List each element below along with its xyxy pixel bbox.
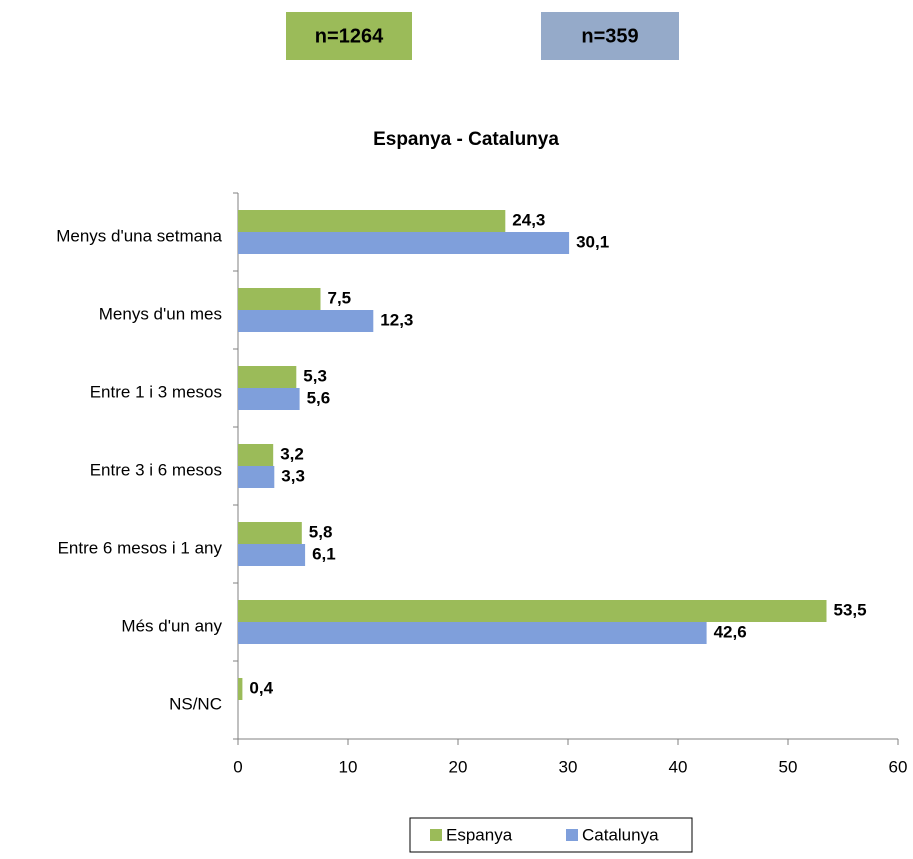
bar bbox=[238, 210, 506, 232]
legend-box bbox=[409, 817, 693, 853]
data-label: 0,4 bbox=[249, 678, 273, 697]
x-tick-label: 50 bbox=[779, 757, 798, 776]
data-label: 3,3 bbox=[281, 466, 305, 485]
data-label: 5,8 bbox=[309, 522, 333, 541]
badge-text: n=359 bbox=[581, 25, 638, 47]
y-tick-label: Entre 1 i 3 mesos bbox=[90, 382, 222, 401]
data-label: 7,5 bbox=[328, 288, 352, 307]
bar bbox=[238, 622, 707, 644]
y-tick-label: Entre 3 i 6 mesos bbox=[90, 460, 222, 479]
x-tick-label: 20 bbox=[449, 757, 468, 776]
badge bbox=[541, 12, 679, 60]
x-tick-label: 10 bbox=[339, 757, 358, 776]
data-label: 12,3 bbox=[380, 310, 413, 329]
bar bbox=[238, 600, 827, 622]
bar bbox=[238, 444, 274, 466]
bar bbox=[238, 366, 297, 388]
chart-title: Espanya - Catalunya bbox=[373, 129, 559, 150]
legend-swatch bbox=[566, 829, 578, 841]
y-tick-label: Entre 6 mesos i 1 any bbox=[58, 538, 223, 557]
bar bbox=[238, 466, 275, 488]
bar bbox=[238, 544, 306, 566]
data-label: 5,3 bbox=[303, 366, 327, 385]
data-label: 6,1 bbox=[312, 544, 336, 563]
data-label: 42,6 bbox=[714, 622, 747, 641]
bar bbox=[238, 232, 570, 254]
data-label: 30,1 bbox=[576, 232, 609, 251]
bar bbox=[238, 388, 300, 410]
legend-swatch bbox=[430, 829, 442, 841]
bar bbox=[238, 522, 302, 544]
legend-label: Catalunya bbox=[582, 825, 659, 844]
y-tick-label: Menys d'una setmana bbox=[56, 226, 222, 245]
x-tick-label: 60 bbox=[889, 757, 908, 776]
badge bbox=[286, 12, 412, 60]
y-tick-label: Més d'un any bbox=[121, 616, 222, 635]
x-tick-label: 40 bbox=[669, 757, 688, 776]
data-label: 24,3 bbox=[512, 210, 545, 229]
data-label: 5,6 bbox=[307, 388, 331, 407]
data-label: 53,5 bbox=[834, 600, 867, 619]
bar bbox=[238, 678, 243, 700]
bar bbox=[238, 288, 321, 310]
y-tick-label: NS/NC bbox=[169, 694, 222, 713]
data-label: 3,2 bbox=[280, 444, 304, 463]
badge-text: n=1264 bbox=[315, 25, 384, 47]
x-tick-label: 30 bbox=[559, 757, 578, 776]
bar bbox=[238, 310, 374, 332]
y-tick-label: Menys d'un mes bbox=[99, 304, 222, 323]
x-tick-label: 0 bbox=[233, 757, 242, 776]
legend-label: Espanya bbox=[446, 825, 513, 844]
